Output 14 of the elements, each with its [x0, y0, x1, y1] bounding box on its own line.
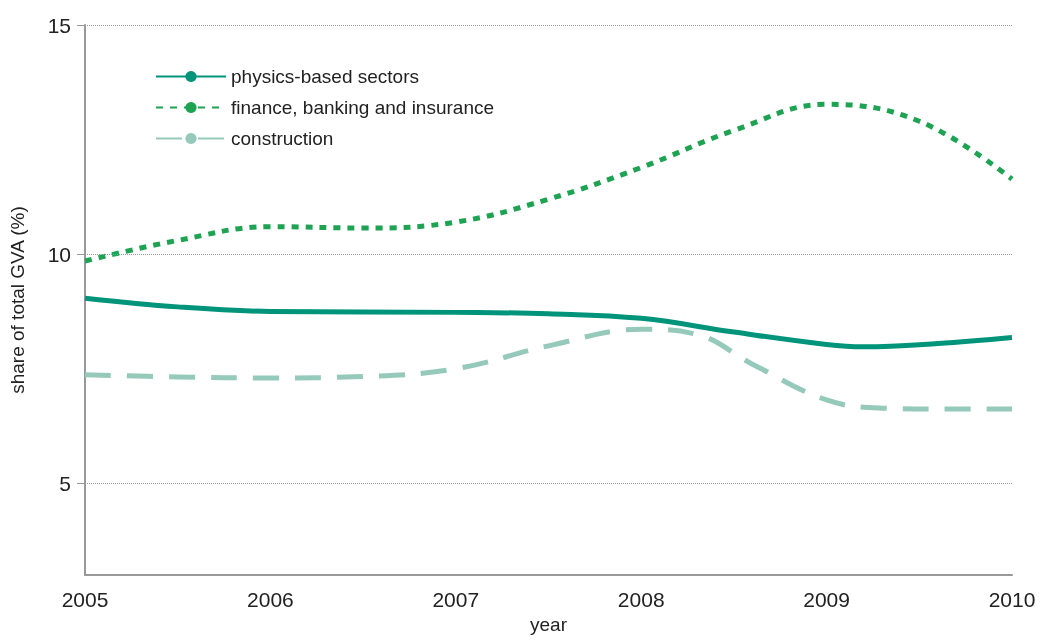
y-tick-label: 5 — [59, 471, 71, 495]
x-tick-label: 2006 — [247, 588, 294, 611]
x-tick-label: 2009 — [803, 588, 850, 611]
x-tick-label: 2008 — [617, 588, 665, 611]
legend-label: finance, banking and insurance — [231, 97, 495, 118]
x-axis-title: year — [530, 614, 568, 635]
y-tick-label: 10 — [47, 242, 71, 266]
x-tick-label: 2005 — [61, 588, 109, 611]
x-tick-label: 2007 — [432, 588, 480, 611]
legend-label: construction — [231, 128, 334, 149]
x-tick-label: 2010 — [988, 588, 1036, 611]
legend-label: physics-based sectors — [231, 66, 419, 87]
y-axis-title: share of total GVA (%) — [7, 206, 28, 394]
y-tick-label: 15 — [47, 13, 71, 37]
